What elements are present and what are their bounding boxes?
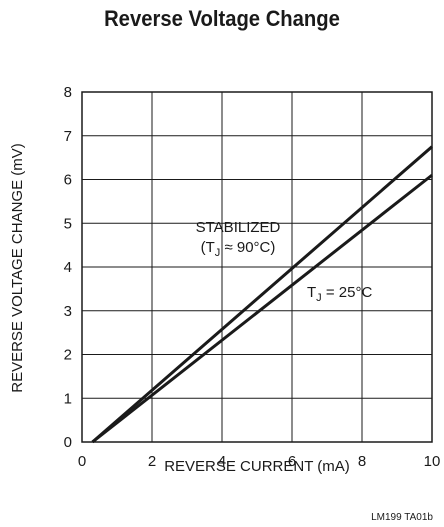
x-tick-labels: 0 2 4 6 8 10 bbox=[78, 453, 441, 470]
series-line-stabilized bbox=[91, 145, 433, 444]
y-tick-labels: 0 1 2 3 4 5 6 7 8 bbox=[64, 84, 72, 451]
x-tick-label: 10 bbox=[424, 453, 441, 470]
x-tick-label: 8 bbox=[358, 453, 366, 470]
figure-code: LM199 TA01b bbox=[371, 512, 433, 523]
annotation-stabilized-line2: (TJ ≈ 90°C) bbox=[201, 239, 276, 259]
y-tick-label: 0 bbox=[64, 434, 72, 451]
y-tick-label: 5 bbox=[64, 215, 72, 232]
series-line-tj-25c bbox=[91, 173, 433, 444]
x-axis-label: REVERSE CURRENT (mA) bbox=[164, 458, 350, 475]
annotation-tj25: TJ = 25°C bbox=[307, 284, 372, 304]
x-tick-label: 0 bbox=[78, 453, 86, 470]
y-tick-label: 7 bbox=[64, 128, 72, 145]
series-group bbox=[91, 145, 433, 444]
chart-title: Reverse Voltage Change bbox=[104, 6, 340, 31]
plot-frame bbox=[81, 91, 433, 443]
y-tick-label: 6 bbox=[64, 172, 72, 189]
grid bbox=[81, 91, 433, 443]
x-tick-label: 4 bbox=[218, 453, 226, 470]
y-tick-label: 4 bbox=[64, 259, 72, 276]
annotation-stabilized-line1: STABILIZED bbox=[196, 219, 281, 236]
x-tick-label: 2 bbox=[148, 453, 156, 470]
y-tick-label: 3 bbox=[64, 303, 72, 320]
y-tick-label: 1 bbox=[64, 390, 72, 407]
y-tick-label: 2 bbox=[64, 347, 72, 364]
x-tick-label: 6 bbox=[288, 453, 296, 470]
y-tick-label: 8 bbox=[64, 84, 72, 101]
y-axis-label: REVERSE VOLTAGE CHANGE (mV) bbox=[9, 143, 26, 393]
